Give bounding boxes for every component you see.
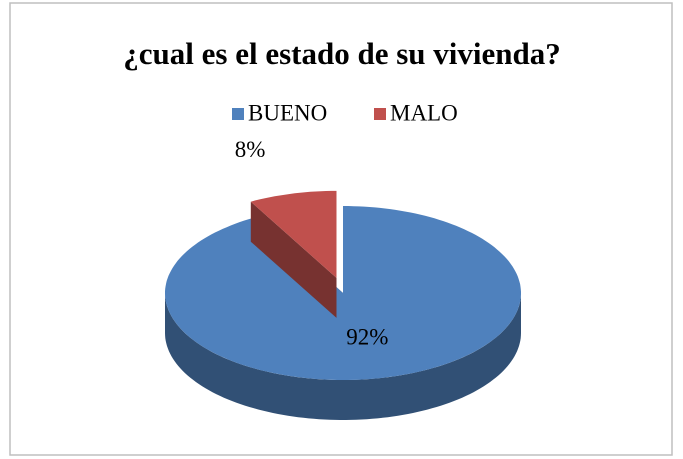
legend-swatch [374, 108, 386, 120]
data-label: 92% [346, 325, 388, 350]
slice-side [165, 293, 521, 420]
slice [250, 190, 337, 278]
legend-swatch [232, 108, 244, 120]
slice [165, 206, 521, 380]
slice-side [250, 201, 337, 318]
legend-label: MALO [390, 100, 458, 125]
chart-title: ¿cual es el estado de su vivienda? [123, 36, 560, 71]
legend-label: BUENO [248, 100, 327, 125]
data-label: 8% [235, 137, 266, 162]
